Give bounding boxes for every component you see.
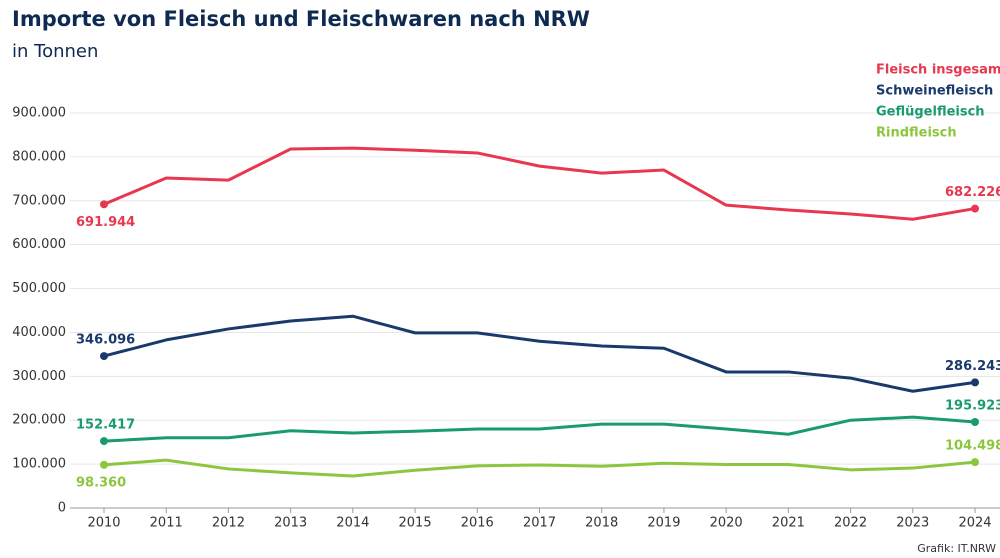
source: Grafik: IT.NRW xyxy=(917,542,996,555)
point xyxy=(100,437,108,446)
x-tick-label: 2023 xyxy=(896,516,929,531)
value-label: 152.417 xyxy=(76,418,135,433)
x-tick-label: 2024 xyxy=(958,516,991,531)
value-label: 195.923 xyxy=(945,399,1000,414)
value-label: 98.360 xyxy=(76,475,126,490)
line xyxy=(103,146,976,221)
line xyxy=(103,415,976,443)
legend-label: Rindfleisch xyxy=(876,126,957,141)
x-tick-label: 2010 xyxy=(87,516,120,531)
x-tick-label: 2020 xyxy=(710,516,743,531)
value-label: 691.944 xyxy=(76,215,135,230)
y-tick-label: 300.000 xyxy=(12,369,66,384)
point xyxy=(971,418,979,427)
chart-title: Importe von Fleisch und Fleischwaren nac… xyxy=(12,7,590,31)
y-tick-label: 100.000 xyxy=(12,457,66,472)
x-tick-label: 2015 xyxy=(399,516,432,531)
x-tick-label: 2016 xyxy=(461,516,494,531)
y-tick-label: 500.000 xyxy=(12,281,66,296)
x-tick-label: 2013 xyxy=(274,516,307,531)
x-tick-label: 2018 xyxy=(585,516,618,531)
y-tick-label: 700.000 xyxy=(12,193,66,208)
y-tick-label: 900.000 xyxy=(12,106,66,121)
y-tick-label: 0 xyxy=(58,501,66,516)
point xyxy=(100,352,108,361)
x-tick-label: 2019 xyxy=(647,516,680,531)
x-tick-label: 2014 xyxy=(336,516,369,531)
value-label: 104.498 xyxy=(945,439,1000,454)
y-tick-label: 600.000 xyxy=(12,237,66,252)
x-tick-label: 2022 xyxy=(834,516,867,531)
line xyxy=(103,458,976,478)
point xyxy=(100,200,108,209)
line xyxy=(103,314,976,393)
y-tick-label: 200.000 xyxy=(12,413,66,428)
legend-label: Geflügelfleisch xyxy=(876,105,985,120)
point xyxy=(971,458,979,467)
value-label: 682.226 xyxy=(945,185,1000,200)
x-tick-label: 2021 xyxy=(772,516,805,531)
legend-label: Fleisch insgesamt xyxy=(876,63,1000,78)
point xyxy=(100,460,108,469)
chart-subtitle: in Tonnen xyxy=(12,41,98,62)
x-tick-label: 2011 xyxy=(150,516,183,531)
y-tick-label: 800.000 xyxy=(12,149,66,164)
legend-label: Schweinefleisch xyxy=(876,84,993,99)
value-label: 346.096 xyxy=(76,333,135,348)
value-label: 286.243 xyxy=(945,359,1000,374)
x-tick-label: 2012 xyxy=(212,516,245,531)
point xyxy=(971,378,979,387)
y-tick-label: 400.000 xyxy=(12,325,66,340)
point xyxy=(971,204,979,213)
x-tick-label: 2017 xyxy=(523,516,556,531)
